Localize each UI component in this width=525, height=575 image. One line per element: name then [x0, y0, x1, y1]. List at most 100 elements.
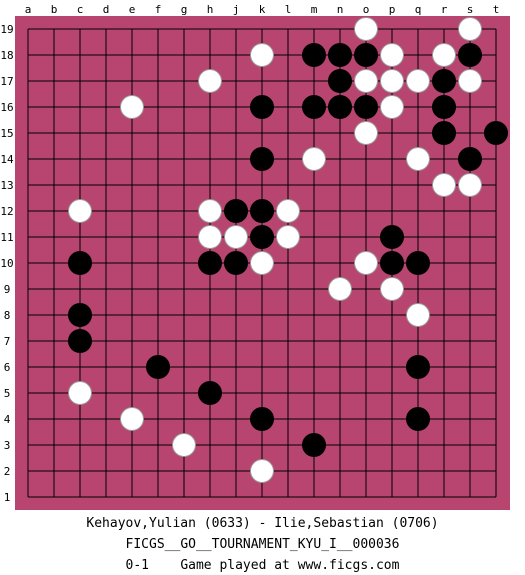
white-stone-o19: [354, 17, 378, 41]
row-label-15: 15: [0, 127, 13, 140]
black-stone-n18: [328, 43, 352, 67]
column-label-o: o: [363, 3, 370, 16]
black-stone-j10: [224, 251, 248, 275]
column-label-t: t: [493, 3, 500, 16]
column-label-h: h: [207, 3, 214, 16]
black-stone-s14: [458, 147, 482, 171]
column-label-s: s: [467, 3, 474, 16]
column-label-p: p: [389, 3, 396, 16]
row-label-2: 2: [4, 465, 11, 478]
black-stone-c7: [68, 329, 92, 353]
white-stone-h11: [198, 225, 222, 249]
black-stone-p10: [380, 251, 404, 275]
column-label-c: c: [77, 3, 84, 16]
black-stone-q6: [406, 355, 430, 379]
site-footer: Game played at www.ficgs.com: [180, 558, 400, 573]
black-stone-q4: [406, 407, 430, 431]
row-labels: 19 18 17 16 15 14 13 12 11 10 9 8 7 6 5 4 3 2 1: [0, 23, 14, 504]
stones-layer: [68, 17, 508, 483]
white-stone-e4: [120, 407, 144, 431]
white-stone-g3: [172, 433, 196, 457]
black-stone-p11: [380, 225, 404, 249]
column-label-l: l: [285, 3, 292, 16]
white-stone-p18: [380, 43, 404, 67]
row-label-17: 17: [0, 75, 13, 88]
column-label-j: j: [233, 3, 240, 16]
game-result: 0-1: [125, 558, 149, 573]
white-stone-q14: [406, 147, 430, 171]
white-stone-j11: [224, 225, 248, 249]
row-label-18: 18: [0, 49, 13, 62]
white-stone-s19: [458, 17, 482, 41]
row-label-12: 12: [0, 205, 13, 218]
black-stone-s18: [458, 43, 482, 67]
white-stone-c12: [68, 199, 92, 223]
column-label-g: g: [181, 3, 188, 16]
black-stone-o18: [354, 43, 378, 67]
white-stone-k18: [250, 43, 274, 67]
row-label-7: 7: [4, 335, 11, 348]
white-stone-s17: [458, 69, 482, 93]
black-stone-k16: [250, 95, 274, 119]
white-stone-p17: [380, 69, 404, 93]
black-stone-r15: [432, 121, 456, 145]
row-label-13: 13: [0, 179, 13, 192]
column-label-k: k: [259, 3, 266, 16]
row-label-19: 19: [0, 23, 13, 36]
white-stone-o17: [354, 69, 378, 93]
black-stone-j12: [224, 199, 248, 223]
row-label-10: 10: [0, 257, 13, 270]
white-stone-q17: [406, 69, 430, 93]
black-stone-t15: [484, 121, 508, 145]
black-stone-k4: [250, 407, 274, 431]
black-stone-c10: [68, 251, 92, 275]
row-label-16: 16: [0, 101, 13, 114]
white-stone-l12: [276, 199, 300, 223]
white-stone-c5: [68, 381, 92, 405]
column-label-b: b: [51, 3, 58, 16]
white-stone-p16: [380, 95, 404, 119]
black-stone-c8: [68, 303, 92, 327]
black-stone-k12: [250, 199, 274, 223]
white-stone-q8: [406, 303, 430, 327]
black-stone-m16: [302, 95, 326, 119]
black-stone-k14: [250, 147, 274, 171]
row-label-3: 3: [4, 439, 11, 452]
white-stone-k2: [250, 459, 274, 483]
white-stone-p9: [380, 277, 404, 301]
black-stone-r17: [432, 69, 456, 93]
white-stone-k10: [250, 251, 274, 275]
black-stone-h10: [198, 251, 222, 275]
row-label-1: 1: [4, 491, 11, 504]
black-stone-n17: [328, 69, 352, 93]
row-label-9: 9: [4, 283, 11, 296]
column-label-d: d: [103, 3, 110, 16]
black-stone-o16: [354, 95, 378, 119]
white-stone-h17: [198, 69, 222, 93]
black-stone-m3: [302, 433, 326, 457]
column-label-r: r: [441, 3, 448, 16]
players-line: Kehayov,Yulian (0633) - Ilie,Sebastian (…: [86, 516, 439, 531]
row-label-11: 11: [0, 231, 13, 244]
white-stone-l11: [276, 225, 300, 249]
white-stone-o15: [354, 121, 378, 145]
row-label-6: 6: [4, 361, 11, 374]
black-stone-h5: [198, 381, 222, 405]
column-label-a: a: [25, 3, 32, 16]
row-label-14: 14: [0, 153, 14, 166]
row-label-8: 8: [4, 309, 11, 322]
black-stone-f6: [146, 355, 170, 379]
black-stone-r16: [432, 95, 456, 119]
black-stone-k11: [250, 225, 274, 249]
column-label-e: e: [129, 3, 136, 16]
black-stone-q10: [406, 251, 430, 275]
tournament-name: FICGS__GO__TOURNAMENT_KYU_I__000036: [125, 537, 400, 552]
white-stone-s13: [458, 173, 482, 197]
row-label-4: 4: [4, 413, 11, 426]
white-stone-r18: [432, 43, 456, 67]
white-stone-h12: [198, 199, 222, 223]
column-label-f: f: [155, 3, 162, 16]
